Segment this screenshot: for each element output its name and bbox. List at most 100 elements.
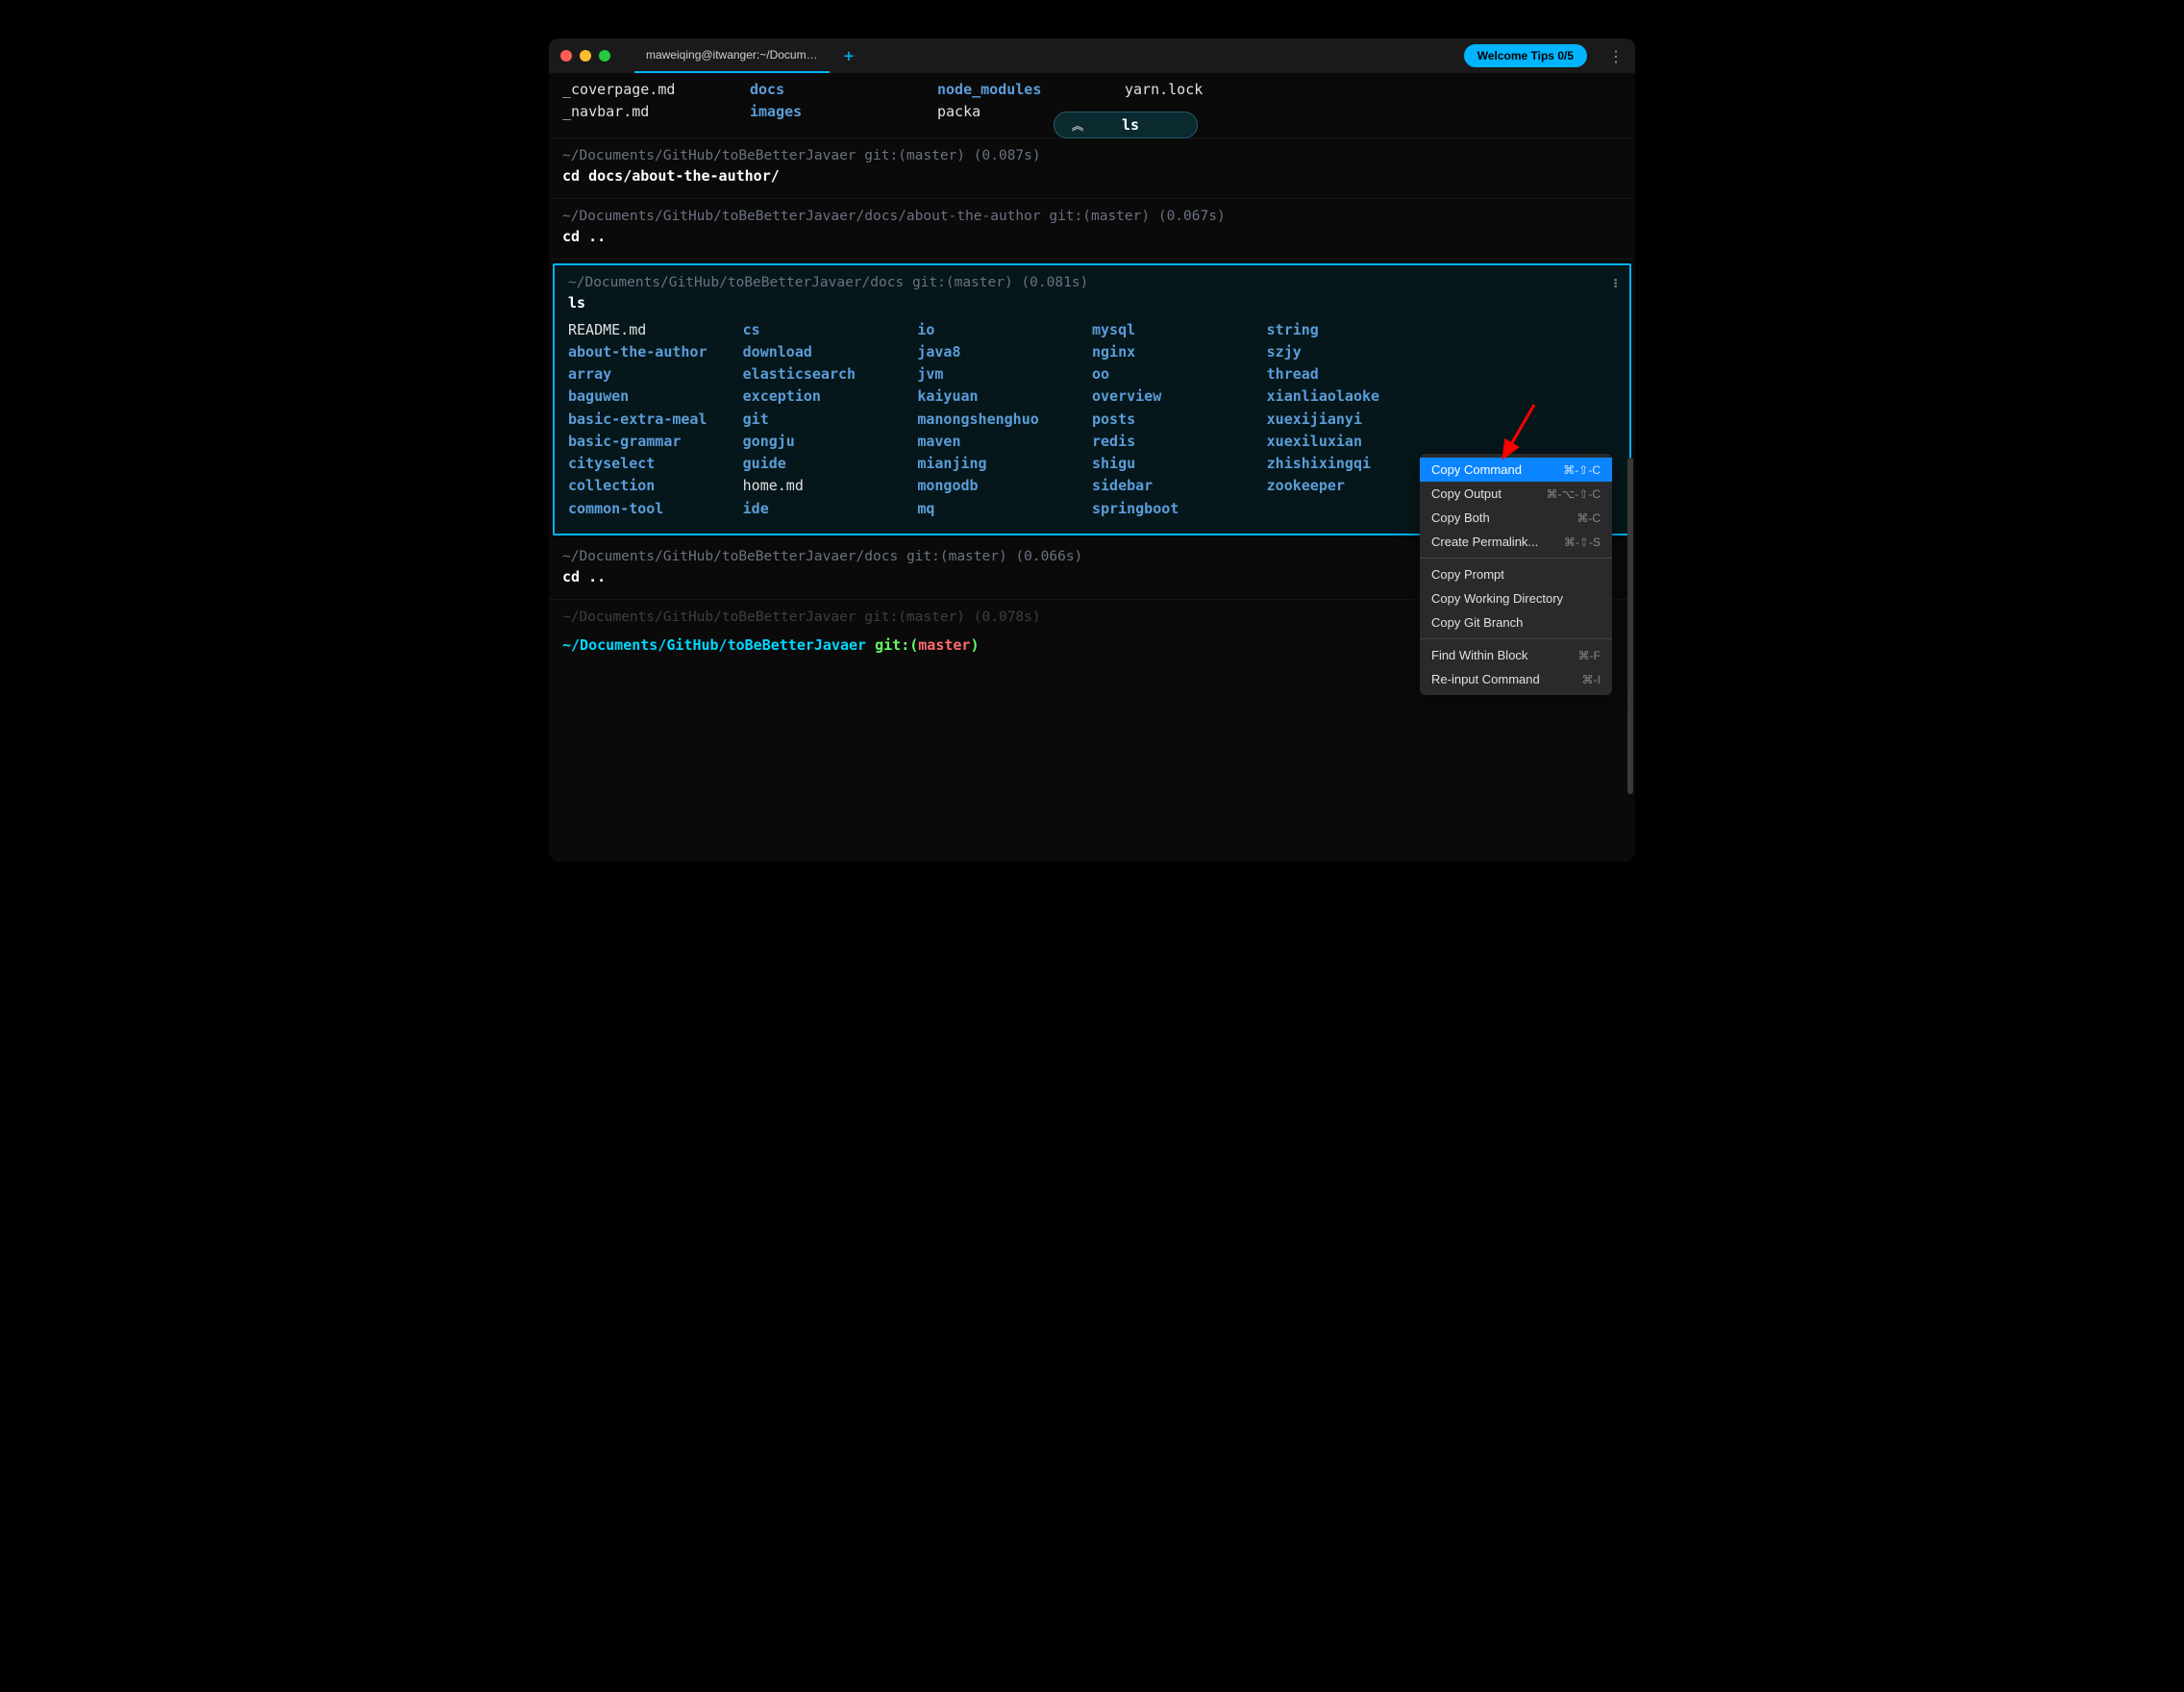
menu-item-re-input-command[interactable]: Re-input Command⌘-I xyxy=(1420,667,1612,691)
menu-shortcut: ⌘-⇧-C xyxy=(1563,463,1601,477)
prompt-git-label: git: xyxy=(875,636,909,654)
menu-item-label: Copy Output xyxy=(1431,486,1502,501)
dir-entry: guide xyxy=(743,453,918,475)
menu-item-copy-git-branch[interactable]: Copy Git Branch xyxy=(1420,610,1612,634)
menu-item-label: Copy Both xyxy=(1431,510,1490,525)
dir-entry: elasticsearch xyxy=(743,363,918,386)
menu-item-label: Copy Prompt xyxy=(1431,567,1504,582)
titlebar-menu-icon[interactable]: ⋮ xyxy=(1608,47,1622,65)
dir-entry: springboot xyxy=(1092,498,1267,520)
menu-item-label: Copy Git Branch xyxy=(1431,615,1523,630)
command-block[interactable]: ~/Documents/GitHub/toBeBetterJavaer git:… xyxy=(549,138,1635,199)
dir-entry: mianjing xyxy=(917,453,1092,475)
menu-item-copy-working-directory[interactable]: Copy Working Directory xyxy=(1420,586,1612,610)
file-entry: yarn.lock xyxy=(1125,81,1203,98)
dir-entry: xianliaolaoke xyxy=(1267,386,1442,408)
block-menu-icon[interactable]: ⋯ xyxy=(1607,278,1626,286)
dir-entry: xuexijianyi xyxy=(1267,409,1442,431)
dir-entry: docs xyxy=(750,81,784,98)
new-tab-button[interactable]: + xyxy=(844,46,855,66)
context-menu: Copy Command⌘-⇧-CCopy Output⌘-⌥-⇧-CCopy … xyxy=(1420,454,1612,695)
menu-item-label: Create Permalink... xyxy=(1431,535,1538,549)
dir-entry: common-tool xyxy=(568,498,743,520)
traffic-lights xyxy=(560,50,610,62)
terminal-body: _coverpage.md docs node_modules yarn.loc… xyxy=(549,73,1635,861)
command-text: ls xyxy=(568,294,1616,311)
dir-entry: gongju xyxy=(743,431,918,453)
file-entry: README.md xyxy=(568,319,743,341)
tab-current[interactable]: maweiqing@itwanger:~/Docum… xyxy=(634,38,830,73)
close-icon[interactable] xyxy=(560,50,572,62)
dir-entry: node_modules xyxy=(937,81,1041,98)
dir-entry: posts xyxy=(1092,409,1267,431)
minimize-icon[interactable] xyxy=(580,50,591,62)
file-entry: _coverpage.md xyxy=(562,81,675,98)
dir-entry: xuexiluxian xyxy=(1267,431,1442,453)
prompt-branch: master xyxy=(918,636,970,654)
menu-shortcut: ⌘-I xyxy=(1582,673,1601,686)
dir-entry: shigu xyxy=(1092,453,1267,475)
chevron-up-icon: ︽ xyxy=(1072,117,1083,134)
dir-entry: cs xyxy=(743,319,918,341)
dir-entry: io xyxy=(917,319,1092,341)
maximize-icon[interactable] xyxy=(599,50,610,62)
menu-shortcut: ⌘-⇧-S xyxy=(1564,535,1601,549)
titlebar: maweiqing@itwanger:~/Docum… + Welcome Ti… xyxy=(549,38,1635,73)
menu-item-create-permalink-[interactable]: Create Permalink... ⌘-⇧-S xyxy=(1420,530,1612,554)
dir-entry: mq xyxy=(917,498,1092,520)
dir-entry: redis xyxy=(1092,431,1267,453)
menu-divider xyxy=(1420,638,1612,639)
dir-entry: git xyxy=(743,409,918,431)
command-block[interactable]: ~/Documents/GitHub/toBeBetterJavaer/docs… xyxy=(549,199,1635,260)
menu-divider xyxy=(1420,558,1612,559)
dir-entry: download xyxy=(743,341,918,363)
dir-entry: ide xyxy=(743,498,918,520)
dir-entry: about-the-author xyxy=(568,341,743,363)
file-entry: packa xyxy=(937,103,980,120)
dir-entry: exception xyxy=(743,386,918,408)
menu-shortcut: ⌘-C xyxy=(1576,511,1601,525)
file-entry: home.md xyxy=(743,475,918,497)
dir-entry: sidebar xyxy=(1092,475,1267,497)
history-suggestion[interactable]: ︽ ls xyxy=(1054,112,1198,138)
annotation-arrow xyxy=(1496,400,1544,467)
dir-entry: oo xyxy=(1092,363,1267,386)
terminal-window: maweiqing@itwanger:~/Docum… + Welcome Ti… xyxy=(549,38,1635,861)
dir-entry: collection xyxy=(568,475,743,497)
menu-item-copy-output[interactable]: Copy Output ⌘-⌥-⇧-C xyxy=(1420,482,1612,506)
dir-entry: overview xyxy=(1092,386,1267,408)
dir-entry: zookeeper xyxy=(1267,475,1442,497)
menu-item-label: Copy Working Directory xyxy=(1431,591,1563,606)
history-command: ls xyxy=(1122,116,1139,134)
scrollbar[interactable] xyxy=(1627,458,1633,794)
dir-entry: java8 xyxy=(917,341,1092,363)
menu-shortcut: ⌘-⌥-⇧-C xyxy=(1546,487,1601,501)
dir-entry: maven xyxy=(917,431,1092,453)
command-text: cd docs/about-the-author/ xyxy=(562,167,1622,185)
dir-entry: mongodb xyxy=(917,475,1092,497)
dir-entry: baguwen xyxy=(568,386,743,408)
menu-item-label: Find Within Block xyxy=(1431,648,1527,662)
dir-entry: thread xyxy=(1267,363,1442,386)
dir-entry: kaiyuan xyxy=(917,386,1092,408)
prompt-line: ~/Documents/GitHub/toBeBetterJavaer/docs… xyxy=(562,209,1622,224)
prompt-line: ~/Documents/GitHub/toBeBetterJavaer git:… xyxy=(562,148,1622,163)
dir-entry: string xyxy=(1267,319,1442,341)
welcome-tips-button[interactable]: Welcome Tips 0/5 xyxy=(1464,44,1587,67)
dir-entry: manongshenghuo xyxy=(917,409,1092,431)
dir-entry: basic-extra-meal xyxy=(568,409,743,431)
menu-item-copy-prompt[interactable]: Copy Prompt xyxy=(1420,562,1612,586)
dir-entry: szjy xyxy=(1267,341,1442,363)
menu-shortcut: ⌘-F xyxy=(1578,649,1601,662)
dir-entry: cityselect xyxy=(568,453,743,475)
menu-item-copy-both[interactable]: Copy Both ⌘-C xyxy=(1420,506,1612,530)
dir-entry: jvm xyxy=(917,363,1092,386)
dir-entry: nginx xyxy=(1092,341,1267,363)
file-entry: _navbar.md xyxy=(562,103,649,120)
menu-item-find-within-block[interactable]: Find Within Block ⌘-F xyxy=(1420,643,1612,667)
dir-entry: mysql xyxy=(1092,319,1267,341)
dir-entry: zhishixingqi xyxy=(1267,453,1442,475)
prompt-line: ~/Documents/GitHub/toBeBetterJavaer/docs… xyxy=(568,275,1616,290)
dir-entry: array xyxy=(568,363,743,386)
dir-entry: images xyxy=(750,103,802,120)
